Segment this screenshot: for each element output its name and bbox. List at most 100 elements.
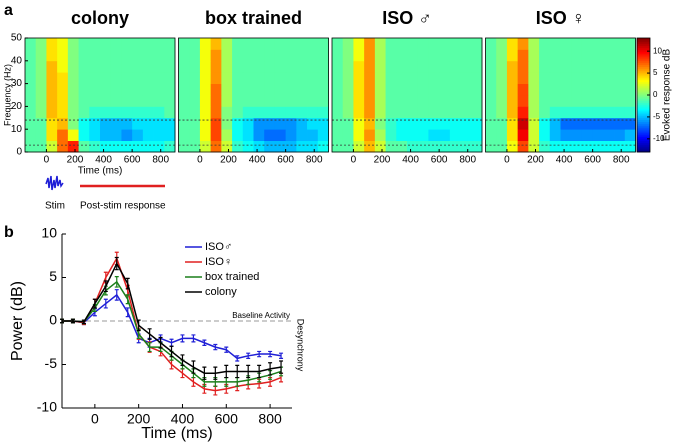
colorbar-slice xyxy=(637,112,650,115)
heatmap-cell xyxy=(374,38,386,50)
heatmap-cell xyxy=(539,38,551,50)
heatmap-cell xyxy=(396,140,408,153)
colorbar-slice xyxy=(637,58,650,62)
series-line xyxy=(62,293,282,360)
heatmap-cell xyxy=(25,106,37,119)
heatmap-cell xyxy=(460,38,472,50)
heatmap-cell xyxy=(549,95,561,107)
heatmap-cell xyxy=(506,72,519,84)
heatmap-cell xyxy=(460,140,472,153)
heatmap-cell xyxy=(496,95,508,107)
heatmap-cell xyxy=(342,106,354,119)
heatmap-cell xyxy=(460,117,472,130)
heatmap-cell xyxy=(496,106,508,119)
colorbar-slice xyxy=(637,140,650,143)
heatmap-cell xyxy=(485,117,497,130)
heatmap-cell xyxy=(232,49,244,62)
heatmap-cell xyxy=(571,117,583,130)
heatmap-cell xyxy=(539,83,551,96)
heatmap-cell xyxy=(178,106,190,119)
heatmap-cell xyxy=(353,106,365,119)
heatmap-cell xyxy=(581,117,594,130)
heatmap-cell xyxy=(428,60,440,73)
heatmap-cell xyxy=(242,117,254,130)
colorbar-slice xyxy=(637,123,650,126)
heatmap-cell xyxy=(189,129,201,141)
heatmap-cell xyxy=(364,60,376,73)
y-axis-title: Power (dB) xyxy=(9,281,26,361)
heatmap-cell xyxy=(178,83,190,96)
x-tick-label: 800 xyxy=(613,155,630,166)
heatmap-cell xyxy=(142,106,154,119)
heatmap-cell xyxy=(353,129,365,141)
heatmap-cell xyxy=(232,95,244,107)
heatmap-cell xyxy=(485,140,497,153)
heatmap-cell xyxy=(89,60,101,73)
heatmap-cell xyxy=(285,49,297,62)
heatmap-cell xyxy=(560,106,572,119)
heatmap-cell xyxy=(342,129,354,141)
colorbar-slice xyxy=(637,93,650,96)
heatmap-cell xyxy=(232,140,244,153)
colorbar-title: Evoked response dB xyxy=(662,49,673,142)
heatmap-cell xyxy=(232,106,244,119)
heatmap-cell xyxy=(285,129,297,141)
heatmap-cell xyxy=(57,60,69,73)
heatmap-cell xyxy=(285,117,297,130)
heatmap-cell xyxy=(407,106,419,119)
heatmap-cell xyxy=(592,106,604,119)
colorbar-slice xyxy=(637,51,650,54)
heatmap-cell xyxy=(417,49,429,62)
heatmap-cell xyxy=(539,129,551,141)
heatmap-cell xyxy=(121,38,133,50)
heatmap-cell xyxy=(364,49,376,62)
colorbar-tick-label: 5 xyxy=(653,68,658,77)
heatmap-cell xyxy=(449,117,461,130)
heatmap-cell xyxy=(549,129,561,141)
heatmap-cell xyxy=(603,60,615,73)
heatmap-cell xyxy=(296,106,308,119)
colorbar-slice xyxy=(637,70,650,73)
x-tick-label: 400 xyxy=(556,155,573,166)
heatmap-cell xyxy=(407,140,419,153)
heatmap-cell xyxy=(100,117,112,130)
heatmap-cell xyxy=(571,49,583,62)
heatmap-cell xyxy=(396,129,408,141)
heatmap-cell xyxy=(164,49,176,62)
heatmap-cell xyxy=(396,95,408,107)
heatmap-cell xyxy=(517,49,529,62)
heatmap-cell xyxy=(121,117,133,130)
x-tick-label: 200 xyxy=(220,155,237,166)
heatmap-cell xyxy=(242,60,254,73)
heatmap-cell xyxy=(274,38,287,50)
heatmap-frame xyxy=(331,37,483,153)
heatmap-cell xyxy=(153,117,165,130)
heatmap-cell xyxy=(374,72,386,84)
heatmap-cell xyxy=(307,117,319,130)
heatmap-cell xyxy=(385,129,397,141)
heatmap-cell xyxy=(110,117,122,130)
heatmap-cell xyxy=(571,129,583,141)
heatmap-cell xyxy=(407,38,419,50)
heatmap-cell xyxy=(581,95,594,107)
heatmap-cell xyxy=(528,83,540,96)
heatmap-cell xyxy=(581,140,594,153)
heatmap-cell xyxy=(25,83,37,96)
heatmap-cell xyxy=(100,60,112,73)
heatmap-cell xyxy=(353,95,365,107)
heatmap-cell xyxy=(342,60,354,73)
heatmap-cell xyxy=(417,106,429,119)
heatmap-cell xyxy=(153,140,165,153)
heatmap-cell xyxy=(332,106,344,119)
colorbar-slice xyxy=(637,87,650,90)
heatmap-cell xyxy=(549,60,561,73)
colorbar-slice xyxy=(637,138,650,141)
heatmap-cell xyxy=(285,140,297,153)
heatmap-cell xyxy=(132,129,144,141)
y-tick-label: 50 xyxy=(11,33,23,44)
heatmap-cell xyxy=(624,60,636,73)
heatmap-cell xyxy=(485,60,497,73)
heatmap-cell xyxy=(178,117,190,130)
heatmap-cell xyxy=(242,129,254,141)
heatmap-cell xyxy=(264,83,276,96)
